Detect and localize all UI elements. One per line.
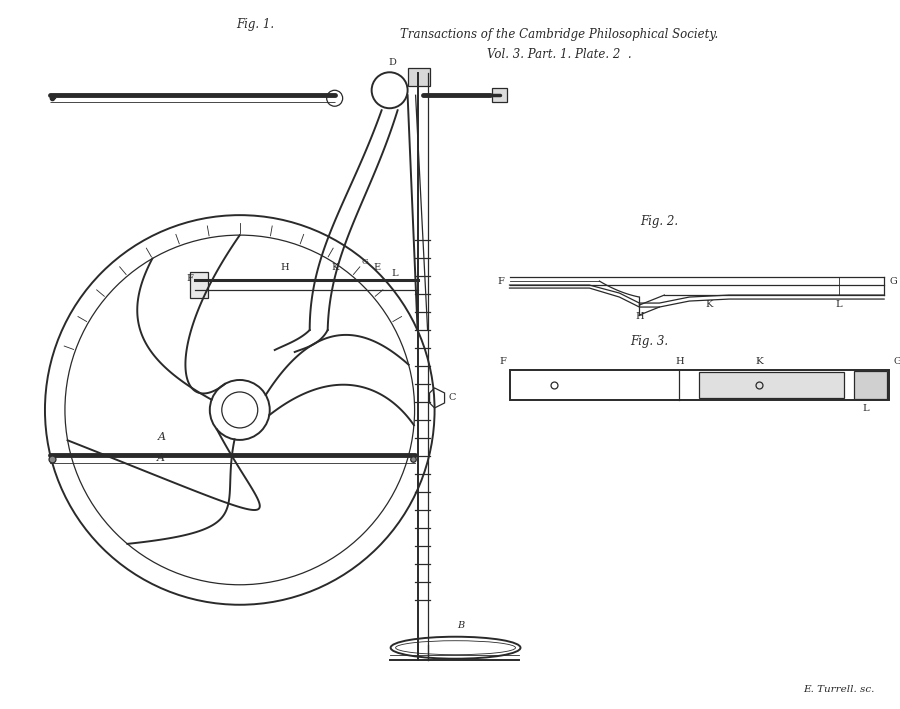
Text: G: G bbox=[893, 357, 900, 366]
Text: E. Turrell. sc.: E. Turrell. sc. bbox=[804, 685, 875, 693]
Text: F: F bbox=[186, 274, 193, 283]
Text: K: K bbox=[331, 263, 338, 272]
Text: C: C bbox=[448, 393, 456, 403]
Text: Transactions of the Cambridge Philosophical Society.: Transactions of the Cambridge Philosophi… bbox=[400, 28, 718, 41]
Text: F: F bbox=[498, 277, 505, 286]
Bar bbox=[509, 370, 889, 400]
Bar bbox=[408, 68, 429, 86]
Text: F: F bbox=[500, 357, 507, 366]
Text: H: H bbox=[281, 263, 289, 272]
Text: E: E bbox=[374, 263, 380, 272]
Text: Fig. 3.: Fig. 3. bbox=[630, 335, 669, 348]
Text: A: A bbox=[158, 432, 166, 442]
Text: H: H bbox=[635, 312, 644, 321]
Text: L: L bbox=[836, 300, 842, 309]
Text: Fig. 1.: Fig. 1. bbox=[236, 18, 274, 31]
Text: K: K bbox=[706, 300, 713, 309]
Text: G: G bbox=[889, 277, 897, 286]
Text: G: G bbox=[361, 258, 368, 266]
Bar bbox=[190, 272, 208, 298]
Text: Fig. 2.: Fig. 2. bbox=[640, 215, 679, 228]
Text: K: K bbox=[755, 357, 763, 366]
Text: A: A bbox=[157, 453, 165, 463]
Text: L: L bbox=[863, 404, 869, 413]
Text: H: H bbox=[675, 357, 684, 366]
Text: Vol. 3. Part. 1. Plate. 2  .: Vol. 3. Part. 1. Plate. 2 . bbox=[487, 48, 632, 61]
Bar bbox=[699, 372, 844, 398]
Text: L: L bbox=[392, 269, 398, 278]
Text: B: B bbox=[457, 621, 464, 630]
Text: D: D bbox=[389, 58, 397, 67]
Bar bbox=[491, 88, 507, 102]
Bar bbox=[854, 371, 887, 399]
